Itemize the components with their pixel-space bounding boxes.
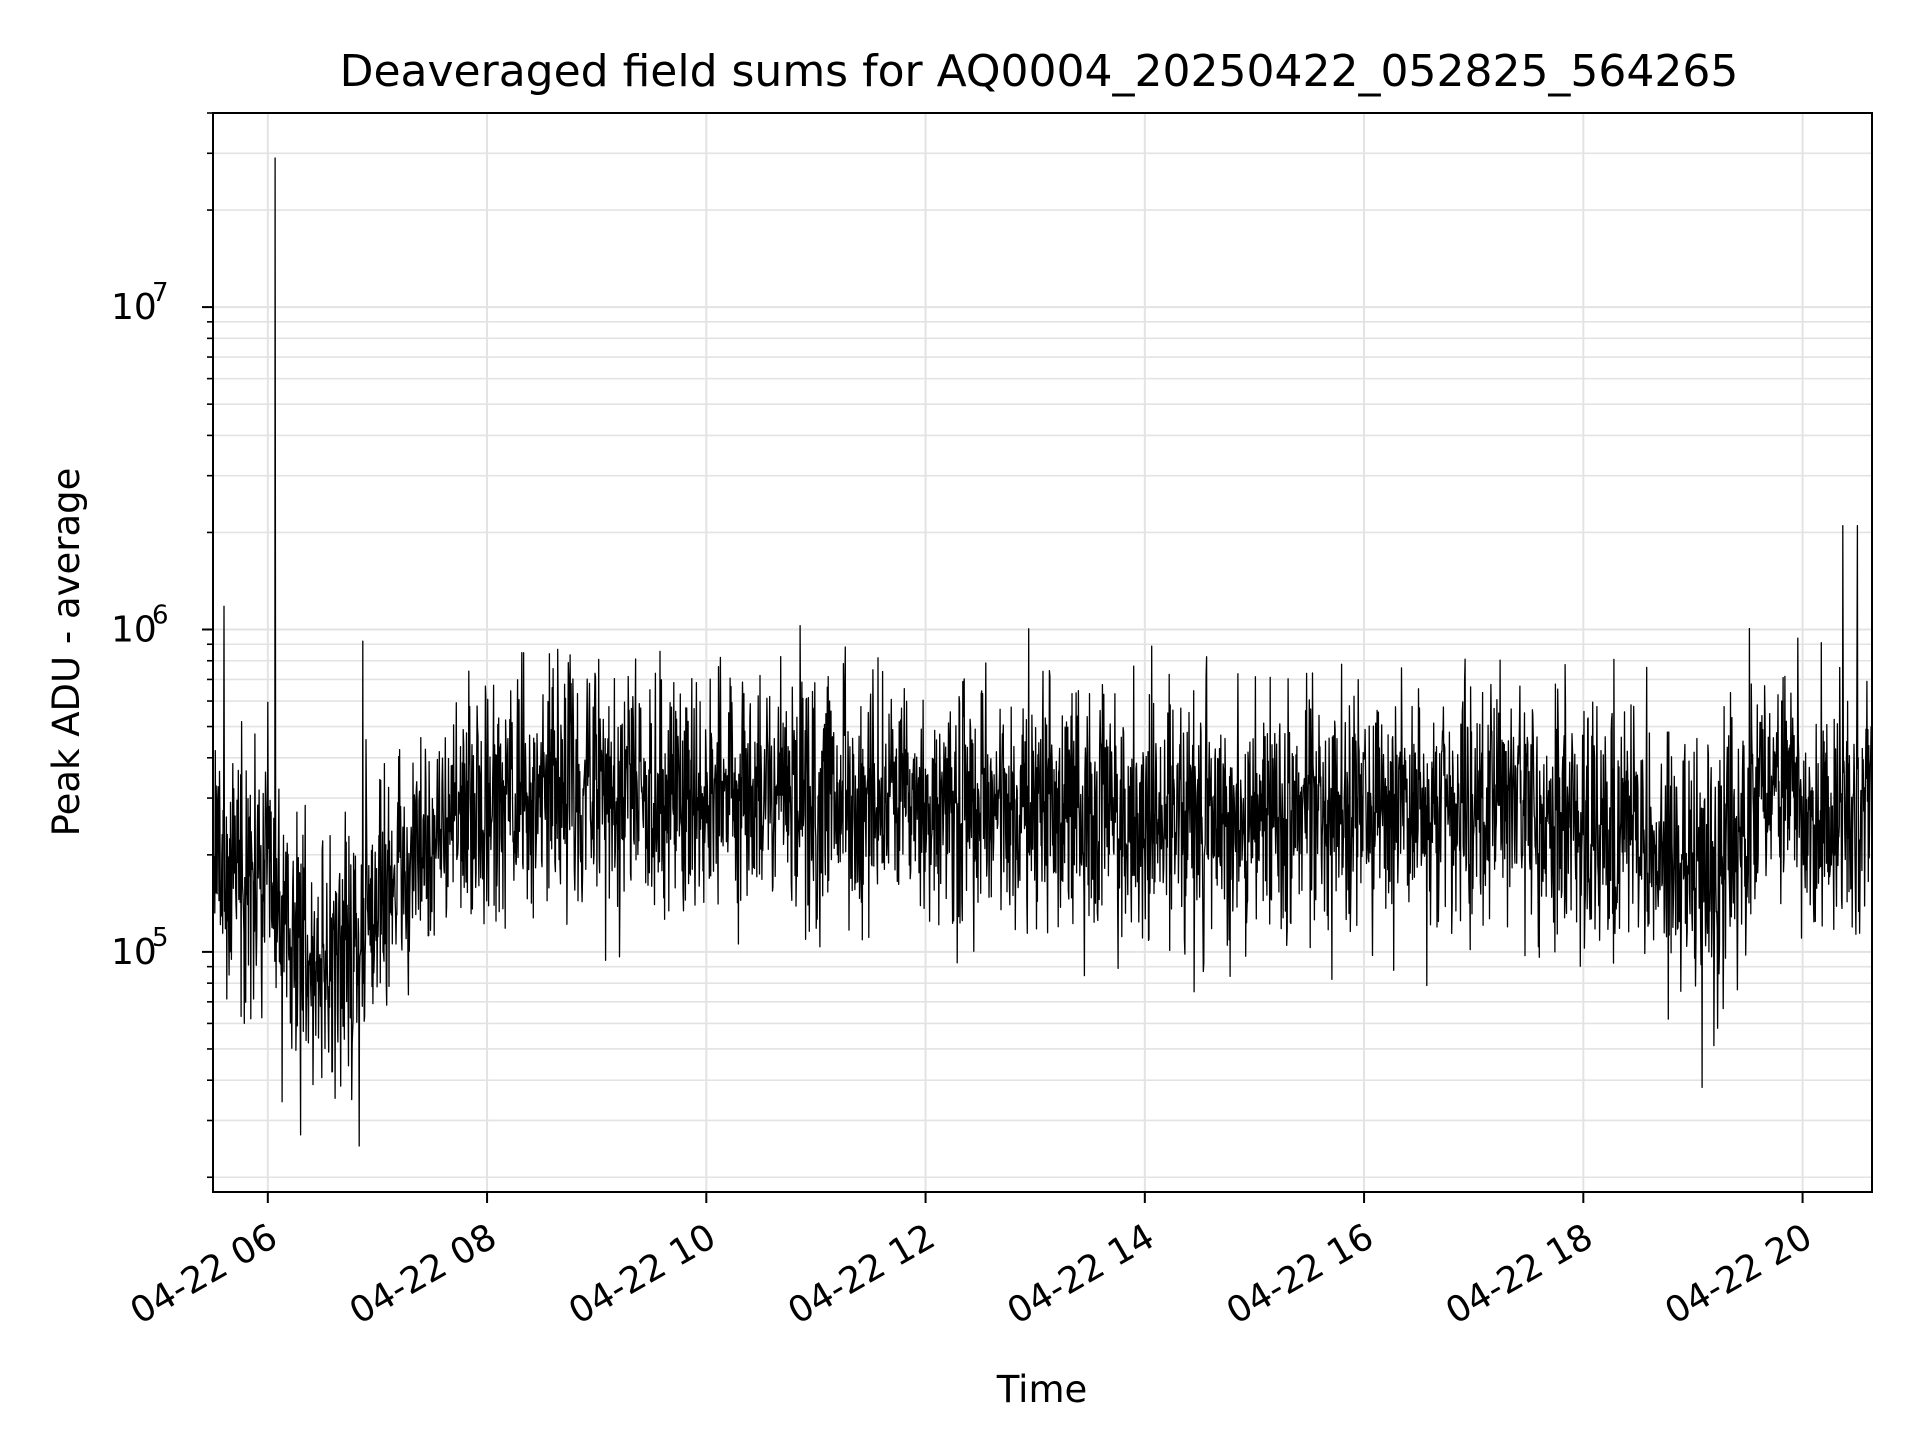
y-tick-label: 10 [111,610,157,651]
data-series-line [212,157,1873,1147]
y-axis-label: Peak ADU - average [45,468,88,837]
y-tick-exponent: 6 [152,601,169,631]
y-tick-label: 10 [111,287,157,328]
chart-title: Deaveraged field sums for AQ0004_2025042… [340,46,1739,97]
x-axis-label: Time [996,1368,1088,1411]
y-tick-exponent: 5 [152,923,169,953]
y-tick-label: 10 [111,932,157,973]
data-line-group [212,157,1873,1147]
y-tick-exponent: 7 [152,278,169,308]
plot-frame [212,112,1873,1193]
